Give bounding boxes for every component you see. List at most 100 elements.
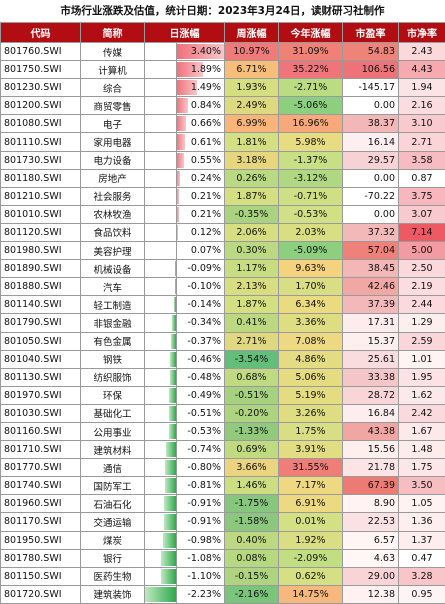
cell-week-change: -2.16% <box>225 585 279 603</box>
day-change-value: 0.61% <box>191 137 221 148</box>
cell-day-change: 0.61% <box>145 133 225 151</box>
header-name[interactable]: 简称 <box>81 23 145 43</box>
header-pb[interactable]: 市净率 <box>399 23 445 43</box>
day-change-value: -0.34% <box>187 317 221 328</box>
cell-pe: 29.00 <box>343 567 399 585</box>
cell-ytd-change: 0.01% <box>279 513 343 531</box>
zero-axis-line <box>176 115 177 132</box>
day-change-value: -1.08% <box>187 553 221 564</box>
cell-day-change: 3.40% <box>145 43 225 61</box>
cell-pb: 1.37 <box>399 531 445 549</box>
cell-pe: 16.14 <box>343 133 399 151</box>
cell-week-change: 10.97% <box>225 43 279 61</box>
zero-axis-line <box>176 477 177 494</box>
cell-day-change: 1.49% <box>145 79 225 97</box>
cell-code: 801130.SWI <box>1 368 81 386</box>
cell-day-change: -0.14% <box>145 296 225 314</box>
header-pe[interactable]: 市盈率 <box>343 23 399 43</box>
day-change-value: 0.66% <box>191 118 221 129</box>
header-ytd-change[interactable]: 今年涨幅 <box>279 23 343 43</box>
cell-pe: 6.57 <box>343 531 399 549</box>
cell-day-change: -0.09% <box>145 260 225 278</box>
day-change-value: -0.98% <box>187 535 221 546</box>
cell-pb: 1.29 <box>399 314 445 332</box>
cell-pe: 38.45 <box>343 260 399 278</box>
cell-name: 传媒 <box>81 43 145 61</box>
cell-week-change: 6.71% <box>225 61 279 79</box>
zero-axis-line <box>176 152 177 169</box>
day-change-value: -0.53% <box>187 426 221 437</box>
day-change-value: -0.91% <box>187 498 221 509</box>
cell-pb: 1.62 <box>399 386 445 404</box>
cell-name: 食品饮料 <box>81 223 145 241</box>
cell-day-change: -0.49% <box>145 386 225 404</box>
cell-name: 医药生物 <box>81 567 145 585</box>
cell-ytd-change: 5.19% <box>279 386 343 404</box>
zero-axis-line <box>176 242 177 259</box>
header-week-change[interactable]: 周涨幅 <box>225 23 279 43</box>
day-change-value: 0.24% <box>191 173 221 184</box>
cell-pb: 2.71 <box>399 133 445 151</box>
cell-day-change: 0.84% <box>145 97 225 115</box>
cell-ytd-change: 4.86% <box>279 350 343 368</box>
zero-axis-line <box>176 387 177 404</box>
cell-name: 轻工制造 <box>81 296 145 314</box>
header-code[interactable]: 代码 <box>1 23 81 43</box>
cell-week-change: 0.26% <box>225 169 279 187</box>
cell-code: 801720.SWI <box>1 585 81 603</box>
zero-axis-line <box>176 568 177 585</box>
day-change-value: -0.74% <box>187 444 221 455</box>
cell-code: 801950.SWI <box>1 531 81 549</box>
cell-pe: 0.00 <box>343 169 399 187</box>
cell-code: 801890.SWI <box>1 260 81 278</box>
cell-day-change: -0.74% <box>145 441 225 459</box>
cell-pb: 2.19 <box>399 278 445 296</box>
zero-axis-line <box>176 296 177 313</box>
cell-pb: 3.58 <box>399 151 445 169</box>
cell-pb: 1.95 <box>399 368 445 386</box>
header-day-change[interactable]: 日涨幅 <box>145 23 225 43</box>
day-change-value: -0.10% <box>187 281 221 292</box>
cell-pb: 3.07 <box>399 205 445 223</box>
cell-code: 801780.SWI <box>1 549 81 567</box>
zero-axis-line <box>176 224 177 241</box>
cell-ytd-change: 7.17% <box>279 477 343 495</box>
cell-ytd-change: 1.92% <box>279 531 343 549</box>
cell-week-change: 0.68% <box>225 368 279 386</box>
cell-pb: 0.95 <box>399 585 445 603</box>
cell-day-change: 0.55% <box>145 151 225 169</box>
